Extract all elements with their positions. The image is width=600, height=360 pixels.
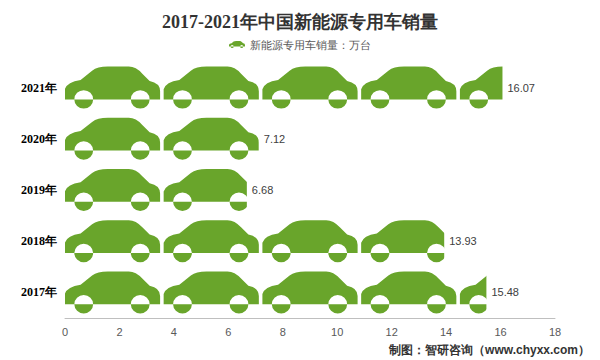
- svg-text:7.12: 7.12: [264, 133, 285, 145]
- svg-text:8: 8: [280, 326, 286, 338]
- svg-text:15.48: 15.48: [491, 286, 519, 298]
- svg-text:2021年: 2021年: [21, 81, 57, 95]
- svg-text:2019年: 2019年: [21, 183, 57, 197]
- svg-text:2017-2021年中国新能源专用车销量: 2017-2021年中国新能源专用车销量: [162, 12, 438, 32]
- svg-text:6: 6: [225, 326, 231, 338]
- svg-text:16: 16: [494, 326, 506, 338]
- svg-text:新能源专用车销量：万台: 新能源专用车销量：万台: [250, 39, 371, 51]
- svg-text:13.93: 13.93: [449, 235, 477, 247]
- svg-text:10: 10: [331, 326, 343, 338]
- svg-text:2: 2: [116, 326, 122, 338]
- svg-text:2020年: 2020年: [21, 132, 57, 146]
- svg-text:制图：智研咨询（www.chyxx.com）: 制图：智研咨询（www.chyxx.com）: [388, 343, 590, 357]
- svg-text:18: 18: [549, 326, 561, 338]
- svg-text:2018年: 2018年: [21, 234, 57, 248]
- svg-text:16.07: 16.07: [507, 82, 535, 94]
- svg-text:6.68: 6.68: [252, 184, 273, 196]
- svg-text:12: 12: [386, 326, 398, 338]
- svg-text:2017年: 2017年: [21, 285, 57, 299]
- svg-text:4: 4: [171, 326, 177, 338]
- svg-text:0: 0: [62, 326, 68, 338]
- svg-text:14: 14: [440, 326, 452, 338]
